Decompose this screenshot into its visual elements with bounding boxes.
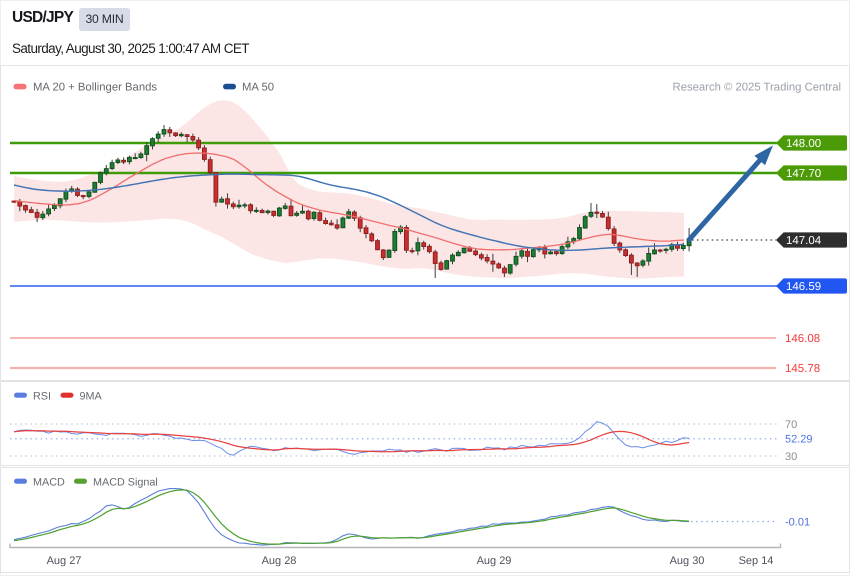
svg-text:Research © 2025 Trading Centra: Research © 2025 Trading Central (673, 82, 841, 94)
svg-text:Aug 27: Aug 27 (47, 555, 82, 567)
svg-text:52.29: 52.29 (785, 434, 813, 446)
svg-text:MA 20 + Bollinger Bands: MA 20 + Bollinger Bands (33, 82, 157, 94)
svg-text:146.59: 146.59 (786, 281, 821, 293)
svg-text:9MA: 9MA (80, 391, 103, 403)
svg-text:145.78: 145.78 (785, 363, 820, 375)
svg-text:Aug 28: Aug 28 (262, 555, 297, 567)
svg-text:Aug 29: Aug 29 (477, 555, 512, 567)
svg-text:147.04: 147.04 (786, 235, 822, 247)
svg-text:147.70: 147.70 (786, 168, 821, 180)
svg-text:MACD Signal: MACD Signal (93, 477, 158, 489)
svg-text:Sep 14: Sep 14 (739, 555, 774, 567)
svg-text:70: 70 (785, 419, 797, 431)
svg-text:30: 30 (785, 451, 797, 463)
svg-text:148.00: 148.00 (786, 138, 821, 150)
svg-text:MACD: MACD (33, 477, 65, 489)
svg-text:RSI: RSI (33, 391, 51, 403)
svg-text:-0.01: -0.01 (785, 517, 810, 529)
svg-text:146.08: 146.08 (785, 333, 820, 345)
svg-text:Aug 30: Aug 30 (670, 555, 705, 567)
svg-text:MA 50: MA 50 (242, 82, 274, 94)
